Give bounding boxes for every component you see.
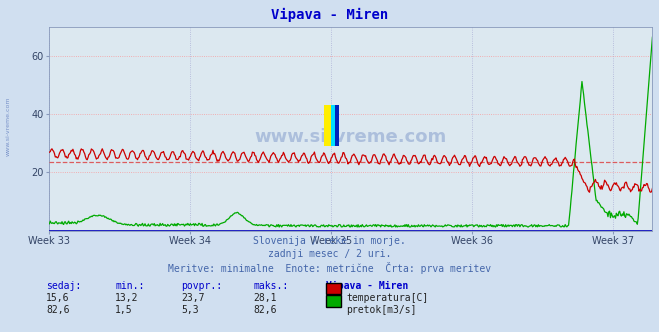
Bar <box>324 105 331 146</box>
Text: Vipava - Miren: Vipava - Miren <box>326 281 409 290</box>
Text: 13,2: 13,2 <box>115 293 139 303</box>
Text: 82,6: 82,6 <box>46 305 70 315</box>
Text: sedaj:: sedaj: <box>46 281 81 290</box>
Text: Slovenija / reke in morje.: Slovenija / reke in morje. <box>253 236 406 246</box>
Text: Vipava - Miren: Vipava - Miren <box>271 8 388 23</box>
Bar <box>335 105 339 146</box>
Text: 5,3: 5,3 <box>181 305 199 315</box>
Text: maks.:: maks.: <box>254 281 289 290</box>
Text: 1,5: 1,5 <box>115 305 133 315</box>
Text: pretok[m3/s]: pretok[m3/s] <box>346 305 416 315</box>
Text: temperatura[C]: temperatura[C] <box>346 293 428 303</box>
Text: Meritve: minimalne  Enote: metrične  Črta: prva meritev: Meritve: minimalne Enote: metrične Črta:… <box>168 262 491 274</box>
Text: zadnji mesec / 2 uri.: zadnji mesec / 2 uri. <box>268 249 391 259</box>
Text: 15,6: 15,6 <box>46 293 70 303</box>
Text: 23,7: 23,7 <box>181 293 205 303</box>
Text: www.si-vreme.com: www.si-vreme.com <box>255 128 447 146</box>
Bar <box>331 105 335 146</box>
Text: min.:: min.: <box>115 281 145 290</box>
Text: 82,6: 82,6 <box>254 305 277 315</box>
Text: povpr.:: povpr.: <box>181 281 222 290</box>
Text: 28,1: 28,1 <box>254 293 277 303</box>
Text: www.si-vreme.com: www.si-vreme.com <box>6 96 11 156</box>
